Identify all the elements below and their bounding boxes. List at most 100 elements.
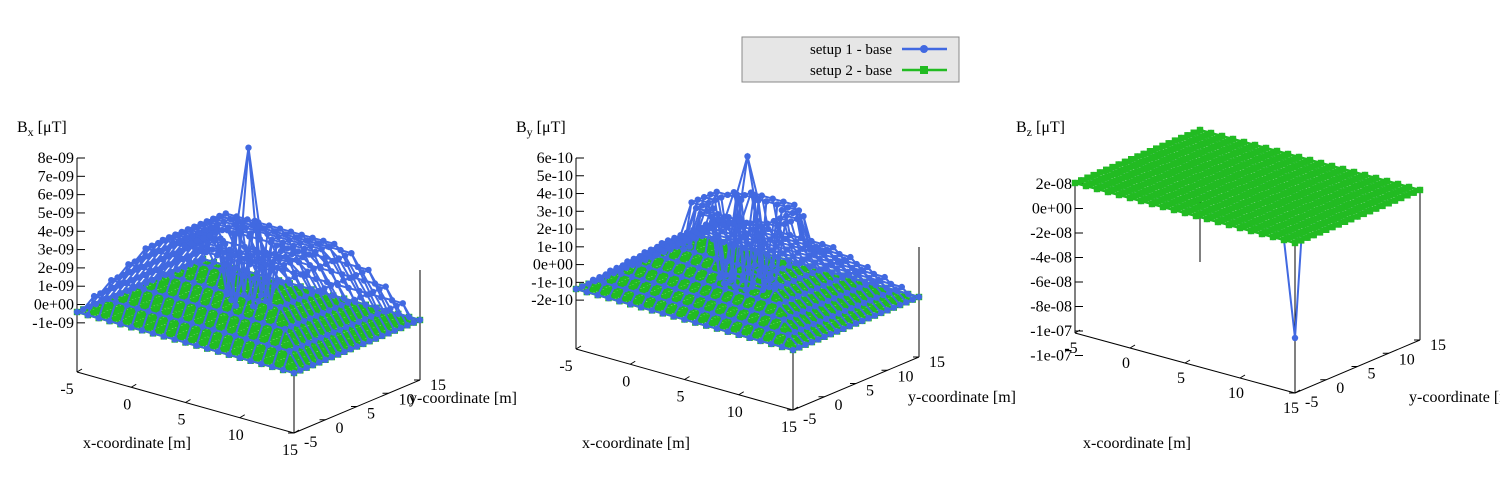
data-point xyxy=(193,342,200,349)
data-point xyxy=(686,291,693,298)
data-point xyxy=(787,218,795,225)
data-point xyxy=(693,291,701,299)
data-point xyxy=(767,270,774,277)
x-tick xyxy=(738,391,745,396)
data-point xyxy=(773,315,780,323)
data-point xyxy=(161,302,168,309)
data-point xyxy=(1273,147,1281,155)
data-point xyxy=(1328,162,1336,170)
data-point xyxy=(748,307,755,314)
data-point xyxy=(656,267,664,274)
data-point xyxy=(325,339,333,347)
data-point xyxy=(853,260,860,268)
data-point xyxy=(715,317,722,324)
data-point xyxy=(596,274,603,281)
data-point xyxy=(1123,180,1130,188)
data-point xyxy=(1242,191,1250,198)
data-point xyxy=(1195,165,1202,173)
data-point xyxy=(177,247,184,255)
data-point xyxy=(1134,183,1141,191)
data-point xyxy=(687,313,694,321)
z-tick-label: -6e-08 xyxy=(1030,274,1072,291)
data-point xyxy=(142,245,149,252)
data-point xyxy=(298,305,305,313)
data-point xyxy=(234,309,241,317)
data-point xyxy=(243,247,250,254)
z-tick-label: -1e-10 xyxy=(531,274,573,291)
data-point xyxy=(201,331,208,338)
data-point xyxy=(1277,222,1284,230)
data-point xyxy=(1186,154,1193,161)
data-point xyxy=(223,306,230,314)
data-point xyxy=(1232,219,1239,226)
data-point xyxy=(352,320,360,328)
data-point xyxy=(726,301,733,308)
data-point xyxy=(288,355,295,363)
data-point xyxy=(327,282,334,289)
data-point xyxy=(1156,189,1163,197)
data-point xyxy=(248,252,255,260)
data-point xyxy=(1209,182,1217,189)
data-point xyxy=(172,231,179,238)
data-point xyxy=(764,225,772,233)
data-point xyxy=(1299,167,1306,175)
data-point xyxy=(1245,144,1252,151)
data-point xyxy=(1165,140,1172,147)
data-point xyxy=(148,242,156,249)
data-point xyxy=(1221,216,1228,223)
data-point xyxy=(1139,189,1146,196)
data-point xyxy=(1192,151,1199,159)
legend-label-setup2: setup 2 - base xyxy=(810,63,892,79)
data-point xyxy=(665,307,673,314)
data-point xyxy=(1308,179,1315,186)
x-tick xyxy=(130,383,137,388)
data-point xyxy=(227,310,234,317)
data-point xyxy=(252,332,260,339)
data-point xyxy=(285,341,292,349)
data-point xyxy=(1244,183,1251,190)
data-point xyxy=(300,350,307,357)
data-point xyxy=(92,300,100,308)
data-point xyxy=(1157,151,1165,158)
data-point xyxy=(1291,334,1299,342)
data-point xyxy=(317,334,325,341)
data-point xyxy=(1372,174,1380,182)
data-point xyxy=(289,294,296,301)
data-point xyxy=(103,303,110,311)
data-point xyxy=(173,327,180,335)
data-point xyxy=(645,264,653,271)
data-point xyxy=(1189,137,1196,145)
data-point xyxy=(164,316,171,323)
data-point xyxy=(755,197,762,204)
data-point xyxy=(218,331,225,339)
data-point xyxy=(719,300,726,307)
data-point xyxy=(360,340,367,348)
data-point xyxy=(323,278,331,286)
data-point xyxy=(1178,165,1185,172)
data-point xyxy=(247,357,254,364)
data-point xyxy=(1253,194,1261,201)
data-point xyxy=(255,297,262,305)
data-point xyxy=(80,306,87,313)
data-point xyxy=(323,260,330,267)
data-point xyxy=(735,331,742,338)
data-point xyxy=(281,231,288,238)
data-point xyxy=(706,305,713,313)
data-point xyxy=(1166,201,1173,208)
data-point xyxy=(221,241,229,248)
data-point xyxy=(774,328,781,335)
y-axis-label: y-coordinate [m] xyxy=(409,390,517,407)
data-point xyxy=(790,316,797,323)
data-point xyxy=(371,280,379,287)
data-point xyxy=(1142,172,1149,180)
data-point xyxy=(1222,146,1229,154)
data-point xyxy=(713,188,720,195)
data-point xyxy=(1307,217,1314,225)
data-point xyxy=(785,257,792,264)
data-point xyxy=(801,265,808,273)
data-point xyxy=(1296,184,1303,191)
data-point xyxy=(322,356,329,363)
data-point xyxy=(179,272,186,279)
data-point xyxy=(667,270,675,277)
data-point xyxy=(289,347,297,354)
